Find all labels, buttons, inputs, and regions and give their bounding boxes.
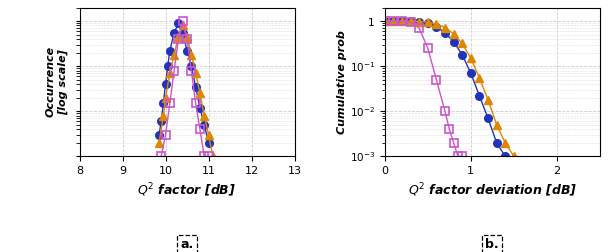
X-axis label: $Q^2$ factor deviation [dB]: $Q^2$ factor deviation [dB] bbox=[408, 181, 577, 199]
Y-axis label: Occurrence
[log scale]: Occurrence [log scale] bbox=[46, 46, 68, 117]
Text: a.: a. bbox=[181, 238, 193, 251]
Y-axis label: Cumulative prob: Cumulative prob bbox=[337, 30, 347, 134]
X-axis label: $Q^2$ factor [dB]: $Q^2$ factor [dB] bbox=[138, 181, 237, 199]
Text: b.: b. bbox=[485, 238, 499, 251]
